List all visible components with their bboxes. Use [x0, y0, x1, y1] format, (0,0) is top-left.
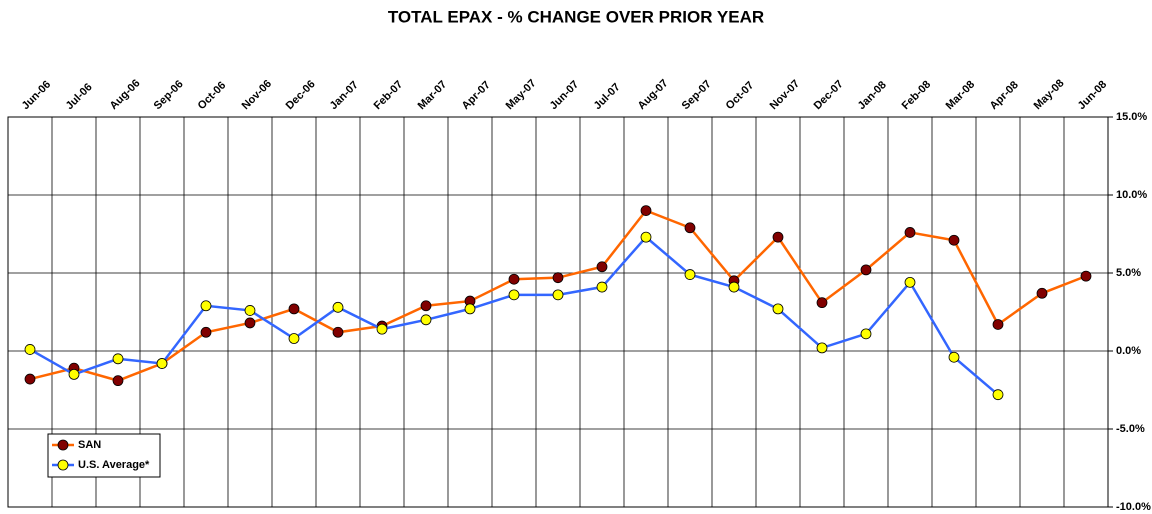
- data-point: [68, 368, 80, 380]
- legend-label: SAN: [78, 439, 101, 451]
- x-tick-label: Aug-07: [636, 77, 671, 112]
- y-tick-label: 10.0%: [1116, 189, 1147, 201]
- y-tick-label: 0.0%: [1116, 345, 1141, 357]
- x-tick-label: Sep-07: [680, 78, 714, 112]
- data-point: [332, 301, 344, 313]
- data-point: [860, 328, 872, 340]
- data-point: [904, 276, 916, 288]
- data-point: [24, 373, 36, 385]
- data-point: [156, 358, 168, 369]
- x-tick-label: Oct-06: [196, 79, 229, 112]
- chart-title: TOTAL EPAX - % CHANGE OVER PRIOR YEAR: [388, 7, 764, 26]
- data-point: [508, 289, 520, 301]
- data-point: [244, 317, 256, 329]
- data-point: [376, 323, 388, 335]
- data-point: [860, 264, 872, 276]
- data-point: [596, 281, 608, 293]
- x-tick-label: Feb-07: [372, 79, 406, 113]
- x-tick-label: Feb-08: [900, 79, 934, 113]
- x-tick-label: Jul-06: [64, 81, 95, 112]
- data-point: [288, 303, 300, 315]
- data-point: [200, 326, 212, 338]
- x-tick-label: Apr-07: [460, 79, 493, 112]
- data-point: [332, 326, 344, 338]
- x-tick-label: May-08: [1032, 77, 1067, 112]
- x-tick-label: Oct-07: [724, 79, 757, 112]
- y-tick-label: -5.0%: [1116, 423, 1145, 435]
- data-point: [772, 303, 784, 315]
- data-point: [112, 353, 124, 365]
- x-tick-label: Dec-07: [812, 78, 846, 112]
- data-point: [464, 303, 476, 315]
- legend-marker: [57, 459, 69, 471]
- data-point: [420, 300, 432, 312]
- x-tick-label: Jun-07: [548, 79, 582, 113]
- x-tick-label: Mar-07: [416, 79, 450, 113]
- data-point: [948, 234, 960, 246]
- data-point: [552, 289, 564, 301]
- x-tick-label: Jun-08: [1076, 79, 1110, 113]
- x-tick-label: Jan-08: [856, 79, 889, 112]
- x-tick-label: Nov-07: [768, 78, 802, 112]
- x-tick-label: Nov-06: [240, 78, 274, 112]
- x-tick-label: Jul-07: [592, 81, 623, 112]
- data-point: [1080, 270, 1092, 282]
- x-tick-label: May-07: [504, 77, 539, 112]
- x-tick-label: Jun-06: [20, 79, 54, 113]
- y-tick-label: 15.0%: [1116, 111, 1147, 123]
- data-point: [244, 305, 256, 316]
- data-point: [992, 389, 1004, 401]
- data-point: [200, 300, 212, 312]
- data-point: [992, 319, 1004, 330]
- data-point: [552, 272, 564, 284]
- data-point: [24, 344, 36, 355]
- y-tick-label: -10.0%: [1116, 501, 1151, 513]
- data-point: [420, 314, 432, 326]
- x-tick-label: Aug-06: [108, 77, 143, 112]
- data-point: [904, 227, 916, 238]
- data-point: [112, 375, 124, 387]
- data-point: [640, 231, 652, 243]
- data-point: [816, 342, 828, 354]
- x-tick-label: Dec-06: [284, 78, 318, 112]
- data-point: [640, 205, 652, 217]
- data-point: [288, 333, 300, 344]
- data-point: [816, 297, 828, 309]
- legend-marker: [57, 439, 69, 451]
- data-point: [948, 351, 960, 363]
- data-point: [772, 231, 784, 243]
- x-tick-label: Sep-06: [152, 78, 186, 112]
- x-tick-label: Mar-08: [944, 79, 978, 113]
- x-tick-label: Apr-08: [988, 79, 1021, 112]
- data-point: [596, 261, 608, 273]
- data-point: [684, 269, 696, 280]
- x-tick-label: Jan-07: [328, 79, 361, 112]
- data-point: [728, 281, 740, 293]
- series-line: [29, 235, 999, 396]
- plot-border: [7, 116, 1109, 508]
- data-point: [1036, 287, 1048, 299]
- data-point: [684, 222, 696, 234]
- legend-label: U.S. Average*: [78, 459, 150, 471]
- y-tick-label: 5.0%: [1116, 267, 1141, 279]
- data-point: [508, 273, 520, 285]
